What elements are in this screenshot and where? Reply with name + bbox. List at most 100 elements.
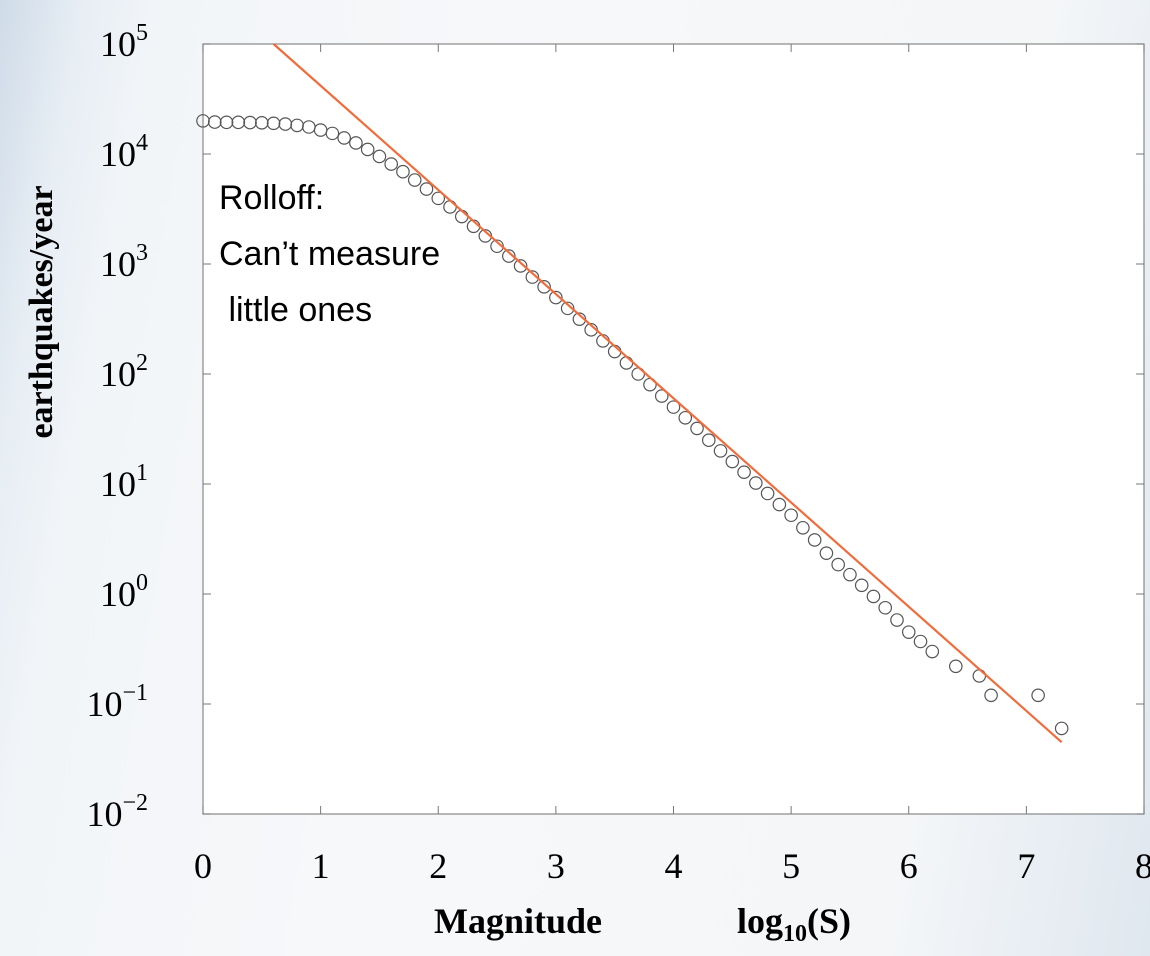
data-point <box>701 433 716 448</box>
x-tick-label: 6 <box>900 846 918 886</box>
data-point <box>431 191 446 206</box>
annotation-line-3: little ones <box>219 291 372 329</box>
data-point <box>502 249 516 263</box>
plot-area <box>202 43 1145 815</box>
data-point <box>1031 688 1045 703</box>
data-point <box>549 290 563 305</box>
data-point <box>948 659 963 674</box>
data-point <box>796 520 810 535</box>
data-point <box>396 164 410 179</box>
x-tick-label: 2 <box>429 846 447 886</box>
data-point <box>760 486 775 501</box>
data-point <box>360 142 375 157</box>
y-tick-exponent: −1 <box>122 680 148 706</box>
data-point <box>866 589 881 604</box>
data-point <box>325 126 340 141</box>
data-point <box>772 497 787 512</box>
y-tick-label: 105 <box>100 20 148 64</box>
data-point <box>337 131 351 145</box>
x-tick-labels: 0 1 2 3 4 5 6 7 8 <box>194 846 1150 886</box>
data-point <box>854 578 869 593</box>
data-point <box>231 115 246 130</box>
data-point <box>243 115 257 130</box>
y-tick-label: 101 <box>100 460 148 504</box>
data-point <box>725 454 740 469</box>
y-tick-exponent: 5 <box>136 20 148 46</box>
y-tick-exponent: 0 <box>136 570 148 596</box>
y-tick-base: 10 <box>86 684 122 724</box>
y-axis-label: earthquakes/year <box>23 185 60 438</box>
data-point <box>219 115 234 130</box>
fit-line-group <box>272 43 1063 743</box>
data-point <box>537 280 551 294</box>
data-point <box>901 625 916 639</box>
y-tick-exponent: −2 <box>122 790 148 816</box>
x-tick-label: 0 <box>194 846 212 886</box>
y-tick-base: 10 <box>100 244 136 284</box>
x-tick-label: 1 <box>312 846 330 886</box>
y-tick-exponent: 3 <box>136 240 148 266</box>
data-point <box>878 600 893 615</box>
data-point <box>925 644 940 659</box>
data-point <box>713 444 728 458</box>
y-tick-label: 10−2 <box>86 790 148 834</box>
data-point <box>1054 721 1069 736</box>
data-point <box>749 476 763 490</box>
y-tick-exponent: 1 <box>136 460 148 486</box>
data-point <box>419 182 434 196</box>
y-tick-base: 10 <box>100 24 136 64</box>
data-point <box>890 613 904 627</box>
data-point <box>372 149 387 164</box>
y-tick-label: 103 <box>100 240 148 284</box>
fit-line <box>272 43 1063 743</box>
data-point <box>678 410 693 425</box>
data-point <box>807 533 822 547</box>
data-point <box>207 115 222 129</box>
x-axis-formula: log10(S) <box>737 901 851 947</box>
x-axis-formula-prefix: log <box>737 901 783 941</box>
y-tick-base: 10 <box>100 134 136 174</box>
data-point <box>831 557 845 572</box>
x-axis-label: Magnitude <box>434 901 602 941</box>
annotation-line-1: Rolloff: <box>219 179 324 217</box>
data-point <box>349 136 363 150</box>
data-point <box>984 688 998 703</box>
annotation-line-2: Can’t measure <box>219 235 440 273</box>
data-point <box>654 389 669 403</box>
data-point <box>843 567 857 582</box>
data-point <box>737 465 751 480</box>
y-tick-label: 10−1 <box>86 680 148 724</box>
y-tick-exponent: 4 <box>136 130 148 156</box>
x-tick-label: 3 <box>547 846 565 886</box>
data-point <box>819 546 834 560</box>
data-point <box>407 173 422 187</box>
y-tick-base: 10 <box>86 794 122 834</box>
data-point <box>560 301 575 316</box>
y-tick-exponent: 2 <box>136 350 148 376</box>
rolloff-annotation: Rolloff: Can’t measure little ones <box>219 179 450 329</box>
data-point <box>255 116 269 130</box>
y-tick-base: 10 <box>100 464 136 504</box>
x-tick-label: 7 <box>1017 846 1035 886</box>
x-tick-label: 4 <box>665 846 683 886</box>
data-point <box>525 270 540 284</box>
y-tick-label: 102 <box>100 350 148 394</box>
data-point <box>666 400 681 414</box>
x-axis-formula-suffix: (S) <box>807 901 851 941</box>
data-points <box>196 114 1069 736</box>
data-point <box>513 259 528 273</box>
data-point <box>784 508 798 523</box>
x-tick-label: 8 <box>1135 846 1150 886</box>
y-tick-base: 10 <box>100 354 136 394</box>
data-point <box>384 157 398 171</box>
data-point <box>690 421 704 436</box>
y-tick-label: 104 <box>100 130 148 174</box>
x-axis-formula-subscript: 10 <box>783 921 807 947</box>
x-tick-label: 5 <box>782 846 800 886</box>
y-tick-label: 100 <box>100 570 148 614</box>
y-tick-base: 10 <box>100 574 136 614</box>
data-point <box>913 634 928 649</box>
axis-ticks <box>202 43 1145 815</box>
